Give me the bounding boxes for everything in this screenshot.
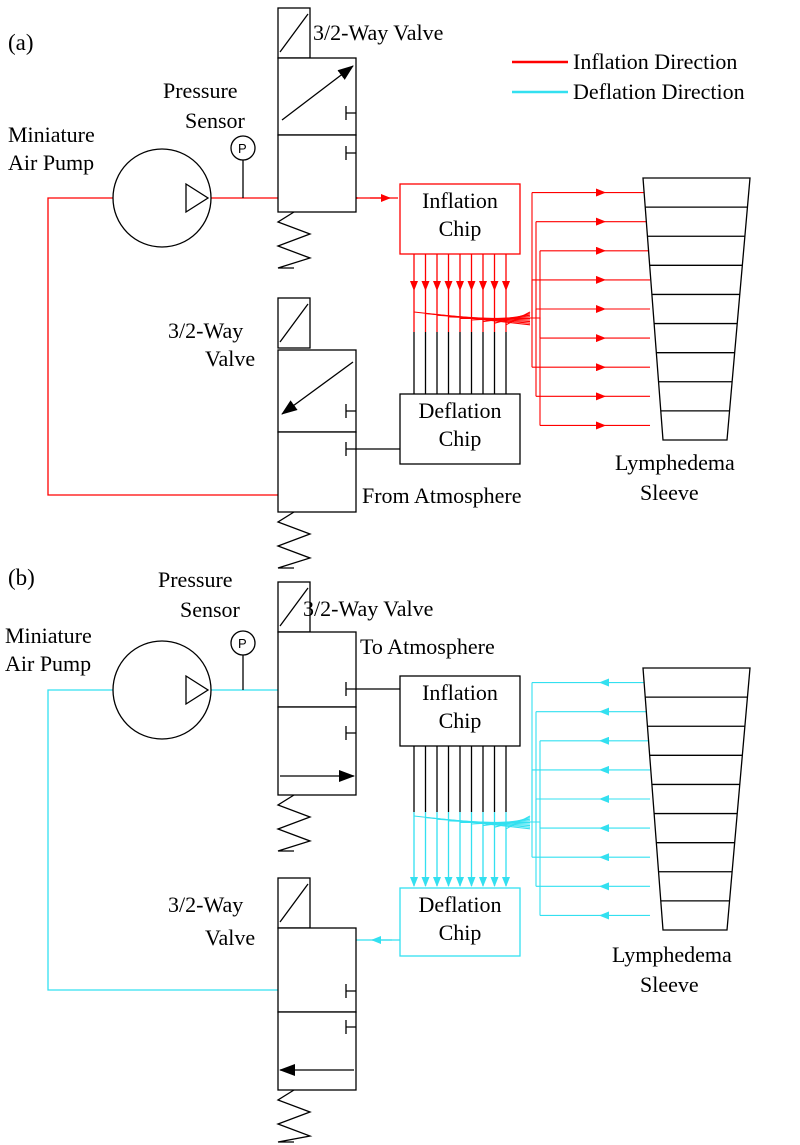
inflation-chip-b-label-2: Chip [439, 708, 482, 733]
miniature-air-pump-a [112, 148, 212, 248]
to-atmosphere-label-b: To Atmosphere [360, 634, 495, 659]
sensor-label-b-1: Pressure [158, 567, 233, 592]
lymphedema-sleeve-a [642, 177, 751, 441]
sleeve-label-b-2: Sleeve [640, 972, 699, 997]
deflation-chip-a-label-1: Deflation [418, 398, 501, 423]
panel-b-label: (b) [8, 565, 35, 590]
sensor-label-a-2: Sensor [185, 108, 246, 133]
sleeve-feed-branch [530, 769, 533, 823]
sleeve-feed-branch [530, 317, 537, 397]
sleeve-feed-branch [530, 821, 541, 916]
pump-label-b-2: Air Pump [5, 651, 91, 676]
deflation-chip-b [399, 887, 521, 957]
legend-inflation-label: Inflation Direction [573, 49, 737, 74]
chip-channels-b [410, 678, 650, 920]
manifold-line [505, 311, 531, 326]
pump-label-a-2: Air Pump [8, 150, 94, 175]
sleeve-feed-branch [530, 279, 533, 319]
three-two-way-valve-bottom-b [276, 877, 357, 1143]
sleeve-feed-branch [530, 711, 537, 823]
sensor-label-b-2: Sensor [180, 597, 241, 622]
valve-bottom-label-b-1: 3/2-Way [168, 892, 243, 917]
sleeve-label-b-1: Lymphedema [612, 942, 732, 967]
sleeve-feed-branch [530, 317, 533, 368]
inflation-chip-a [399, 183, 521, 255]
valve-bottom-label-b-2: Valve [205, 925, 255, 950]
three-two-way-valve-bottom-a [276, 297, 400, 569]
inflation-chip-a-label-1: Inflation [422, 188, 498, 213]
from-atmosphere-label-a: From Atmosphere [362, 483, 522, 508]
deflation-chip-b-label-1: Deflation [418, 892, 501, 917]
sleeve-feed-branch [530, 821, 537, 887]
pump-label-a-1: Miniature [8, 122, 95, 147]
sleeve-feed-branch [530, 309, 537, 319]
deflation-chip-a [399, 393, 521, 465]
sleeve-feed-branch [530, 821, 533, 858]
three-two-way-valve-top-b [276, 581, 400, 852]
valve-bottom-label-a-2: Valve [205, 346, 255, 371]
sleeve-label-a-1: Lymphedema [615, 450, 735, 475]
panel-b: (b) Miniature Air Pump P Pressure Sensor [5, 565, 751, 1143]
sensor-symbol-b: P [238, 636, 247, 651]
inflation-chip-b-label-1: Inflation [422, 680, 498, 705]
deflation-chip-b-label-2: Chip [439, 920, 482, 945]
lymphedema-sleeve-b [642, 667, 751, 931]
inflation-chip-b [399, 675, 521, 747]
sensor-symbol-a: P [238, 141, 247, 156]
valve-bottom-label-a-1: 3/2-Way [168, 318, 243, 343]
sleeve-feed-branch [530, 799, 537, 823]
pressure-sensor-a: P [230, 135, 256, 198]
valve-top-label-a: 3/2-Way Valve [313, 20, 443, 45]
manifold-line [505, 815, 531, 830]
deflation-chip-a-label-2: Chip [439, 426, 482, 451]
pressure-sensor-b: P [230, 630, 256, 690]
legend-deflation-label: Deflation Direction [573, 79, 745, 104]
panel-a-label: (a) [8, 30, 34, 55]
valve-top-label-b: 3/2-Way Valve [303, 596, 433, 621]
panel-a: (a) Miniature Air Pump P Pressure Sensor [8, 7, 751, 569]
chip-channels-a [410, 188, 650, 430]
sleeve-outline [642, 667, 751, 931]
sleeve-outline [642, 177, 751, 441]
pump-label-b-1: Miniature [5, 623, 92, 648]
three-two-way-valve-top-a [276, 7, 357, 269]
sleeve-feed-branch [530, 221, 537, 319]
legend: Inflation Direction Deflation Direction [512, 49, 745, 104]
miniature-air-pump-b [112, 640, 212, 740]
inflation-chip-a-label-2: Chip [439, 216, 482, 241]
sleeve-feed-branch [530, 317, 541, 426]
sensor-label-a-1: Pressure [163, 78, 238, 103]
sleeve-label-a-2: Sleeve [640, 480, 699, 505]
